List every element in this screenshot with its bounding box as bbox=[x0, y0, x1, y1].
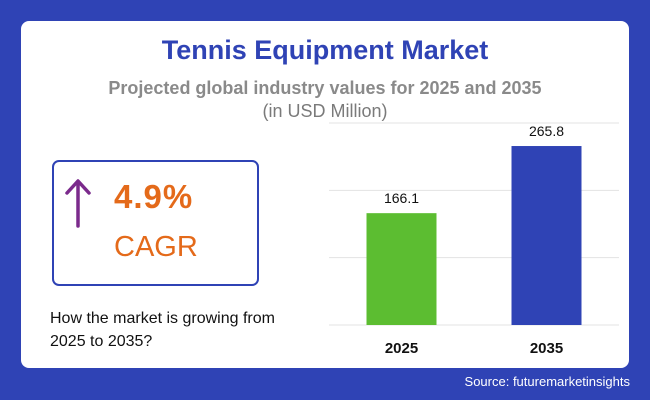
data-label-2025: 166.1 bbox=[384, 190, 419, 206]
cagr-box: 4.9% CAGR bbox=[52, 160, 259, 286]
x-tick-label-2035: 2035 bbox=[530, 340, 563, 357]
cagr-label: CAGR bbox=[114, 231, 198, 263]
bar-2035 bbox=[511, 146, 582, 325]
x-tick-label-2025: 2025 bbox=[385, 340, 418, 357]
unit-label: (in USD Million) bbox=[262, 101, 388, 121]
main-card: Tennis Equipment Market Projected global… bbox=[21, 21, 629, 368]
subtitle: Projected global industry values for 202… bbox=[108, 78, 542, 98]
source-label: Source: futuremarketinsights bbox=[464, 374, 630, 389]
bar-2025 bbox=[366, 213, 437, 325]
cagr-value: 4.9% bbox=[114, 178, 194, 215]
growth-question: How the market is growing from 2025 to 2… bbox=[50, 310, 275, 350]
bar-chart: 166.1 2025 265.8 2035 bbox=[329, 122, 619, 357]
page-title: Tennis Equipment Market bbox=[161, 35, 489, 65]
data-label-2035: 265.8 bbox=[529, 123, 564, 139]
arrow-up-icon bbox=[64, 176, 92, 233]
